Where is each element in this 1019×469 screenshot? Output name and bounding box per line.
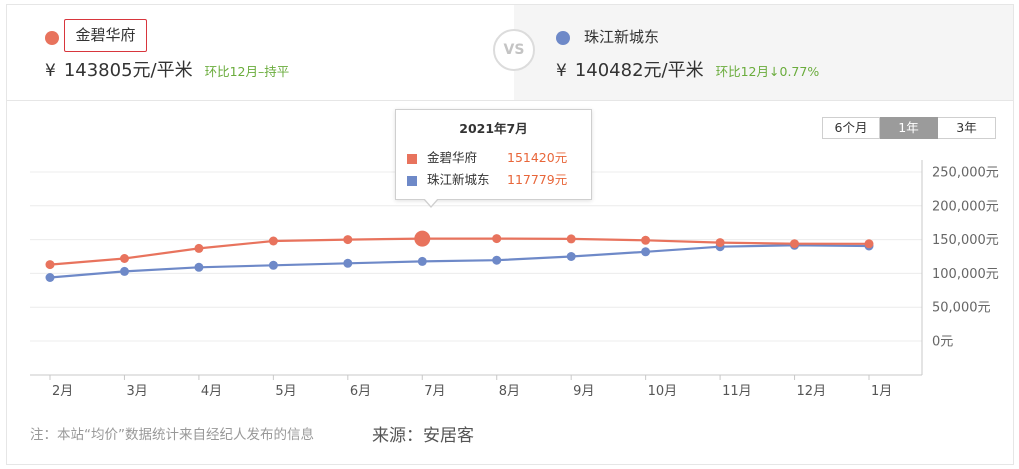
data-point [268, 236, 278, 246]
compare-right-panel [514, 5, 1013, 100]
left-price-row: ¥ 143805元/平米 环比12月–持平 [45, 56, 289, 82]
data-point [566, 252, 576, 261]
footer-source: 来源：安居客 [372, 426, 474, 446]
data-point [45, 273, 55, 282]
right-mom-change: 环比12月↓0.77% [715, 64, 820, 79]
tooltip-arrow-fill [424, 198, 438, 206]
x-tick-label: 11月 [722, 384, 752, 399]
left-price: 143805元/平米 [63, 60, 193, 81]
data-point [343, 235, 353, 245]
data-point [417, 256, 427, 266]
data-point [492, 255, 502, 265]
tooltip-series-value: 151420元 [507, 150, 568, 165]
y-tick-label: 150,000元 [932, 233, 999, 248]
y-tick-label: 250,000元 [932, 166, 999, 181]
data-point [268, 260, 278, 270]
tooltip-series-swatch [407, 176, 417, 186]
x-tick-label: 5月 [275, 384, 296, 399]
tab-6-months[interactable]: 6个月 [822, 117, 880, 139]
x-tick-label: 8月 [499, 384, 520, 399]
data-point [790, 239, 799, 249]
left-community-name[interactable]: 金碧华府 [64, 19, 147, 52]
data-point [641, 247, 651, 257]
range-tabs: 6个月 1年 3年 [822, 117, 996, 139]
right-series-dot [556, 31, 570, 45]
tooltip-series-name: 珠江新城东 [427, 172, 490, 187]
tooltip-series-value: 117779元 [507, 172, 568, 187]
data-point [120, 266, 129, 276]
x-tick-label: 6月 [350, 384, 371, 399]
y-tick-label: 100,000元 [932, 267, 999, 282]
x-tick-label: 4月 [201, 384, 222, 399]
data-point [492, 234, 502, 244]
y-tick-label: 0元 [932, 335, 953, 350]
y-tick-label: 200,000元 [932, 199, 999, 214]
data-point [120, 254, 129, 263]
series-line-1 [49, 244, 870, 279]
tab-1-year[interactable]: 1年 [880, 117, 938, 139]
x-tick-label: 10月 [648, 384, 678, 399]
data-point [641, 235, 651, 245]
x-tick-label: 7月 [424, 384, 445, 399]
right-price: 140482元/平米 [574, 60, 704, 81]
x-tick-label: 12月 [797, 384, 827, 399]
data-point [864, 239, 874, 249]
left-series-dot [45, 31, 59, 45]
x-tick-label: 3月 [126, 384, 147, 399]
right-price-row: ¥ 140482元/平米 环比12月↓0.77% [556, 56, 819, 82]
data-point [566, 234, 576, 244]
data-point [194, 243, 204, 253]
data-point [194, 262, 204, 272]
x-tick-label: 9月 [573, 384, 594, 399]
x-tick-label: 1月 [871, 384, 892, 399]
right-currency-symbol: ¥ [556, 61, 567, 81]
header-divider [7, 100, 1013, 101]
data-point [45, 260, 55, 270]
y-tick-label: 50,000元 [932, 301, 991, 316]
data-point [343, 258, 353, 268]
data-point-highlight [414, 230, 431, 247]
tooltip-series-swatch [407, 154, 417, 164]
data-point [715, 238, 725, 248]
chart-tooltip: 2021年7月 金碧华府 151420元 珠江新城东 117779元 [395, 109, 592, 200]
footer-note: 注：本站“均价”数据统计来自经纪人发布的信息 [30, 427, 314, 443]
left-mom-change: 环比12月–持平 [204, 64, 290, 79]
tooltip-series-name: 金碧华府 [427, 150, 478, 165]
tooltip-title: 2021年7月 [459, 121, 528, 136]
left-currency-symbol: ¥ [45, 61, 56, 81]
vs-badge: VS [493, 29, 535, 71]
series-line-0 [49, 237, 870, 266]
tab-3-years[interactable]: 3年 [938, 117, 996, 139]
x-tick-label: 2月 [52, 384, 73, 399]
right-community-name[interactable]: 珠江新城东 [584, 28, 660, 46]
price-compare-card [6, 4, 1014, 465]
